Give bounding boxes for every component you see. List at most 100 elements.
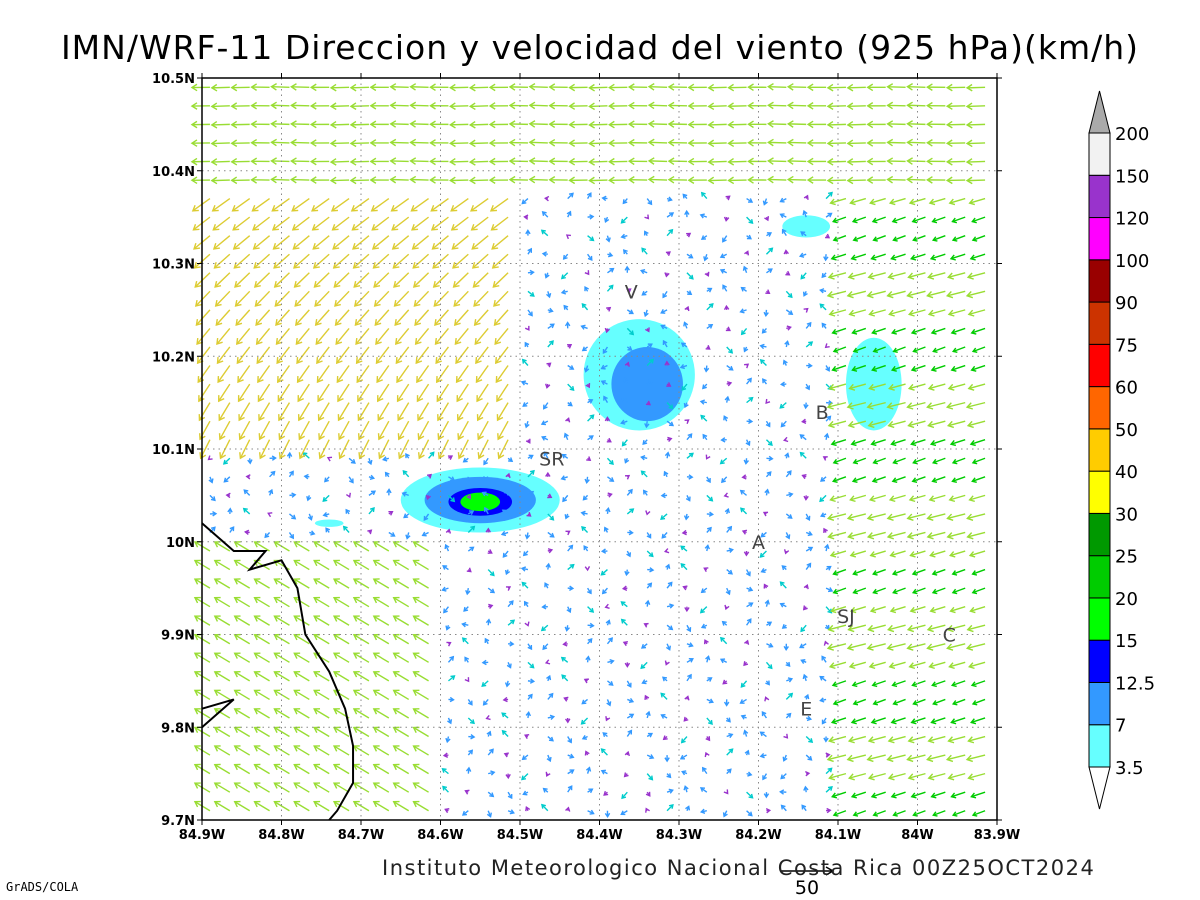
wind-vector — [309, 139, 330, 147]
wind-vector — [481, 491, 489, 497]
wind-vector — [210, 102, 230, 111]
wind-vector — [667, 175, 687, 184]
wind-vector — [910, 253, 926, 261]
wind-vector — [369, 120, 389, 129]
wind-vector — [910, 717, 926, 725]
wind-vector — [785, 661, 791, 667]
wind-vector — [700, 191, 708, 200]
wind-vector — [562, 494, 569, 503]
lon-tick-label: 84.1W — [815, 828, 861, 843]
wind-vector — [216, 346, 231, 365]
wind-vector — [250, 83, 270, 91]
wind-vector — [543, 451, 549, 459]
wind-vector — [583, 545, 589, 552]
coastline — [201, 522, 355, 821]
wind-vector — [544, 272, 550, 279]
wind-vector — [547, 548, 554, 554]
wind-vector — [394, 327, 410, 346]
wind-vector — [851, 216, 867, 224]
wind-vector — [739, 698, 747, 704]
wind-vector — [568, 176, 588, 185]
wind-vector — [464, 789, 470, 795]
wind-vector — [832, 810, 847, 817]
wind-vector — [488, 157, 509, 166]
wind-vector — [706, 717, 713, 725]
wind-vector — [946, 624, 966, 633]
wind-vector — [233, 745, 251, 756]
wind-vector — [926, 83, 946, 91]
wind-vector — [542, 643, 549, 651]
wind-vector — [906, 175, 926, 184]
wind-vector — [620, 233, 628, 240]
wind-vector — [702, 383, 708, 390]
colorbar-label: 50 — [1115, 420, 1138, 441]
wind-vector — [527, 469, 535, 478]
wind-vector — [927, 309, 946, 317]
wind-vector — [541, 803, 549, 812]
wind-vector — [666, 212, 675, 218]
wind-vector — [524, 420, 530, 429]
wind-vector — [257, 383, 271, 403]
wind-vector — [336, 365, 350, 384]
wind-vector — [273, 578, 290, 589]
wind-vector — [586, 192, 592, 199]
wind-vector — [826, 139, 846, 148]
wind-vector — [329, 102, 350, 111]
wind-vector — [826, 290, 847, 299]
wind-vector — [910, 364, 926, 372]
wind-vector — [646, 532, 652, 539]
wind-vector — [563, 696, 569, 702]
wind-vector — [703, 365, 710, 373]
wind-vector — [931, 235, 946, 242]
wind-vector — [825, 752, 831, 758]
wind-vector — [245, 474, 251, 480]
wind-vector — [367, 529, 373, 535]
wind-vector — [488, 102, 509, 110]
wind-vector — [412, 763, 429, 775]
wind-vector — [764, 599, 770, 607]
shaded-region-8 — [314, 519, 344, 527]
wind-vector — [951, 346, 966, 354]
wind-vector — [528, 83, 548, 91]
wind-vector — [847, 772, 867, 781]
wind-vector — [871, 364, 886, 372]
wind-vector — [566, 606, 572, 614]
wind-vector — [779, 197, 787, 203]
wind-vector — [496, 402, 509, 422]
wind-vector — [275, 327, 290, 346]
wind-vector — [600, 569, 608, 576]
wind-vector — [739, 507, 748, 515]
wind-vector — [423, 513, 430, 521]
wind-vector — [825, 415, 832, 422]
wind-vector — [309, 530, 316, 536]
wind-vector — [661, 532, 668, 539]
wind-vector — [852, 810, 867, 817]
colorbar-swatch — [1088, 174, 1111, 219]
wind-vector — [412, 615, 429, 626]
wind-vector — [369, 83, 389, 92]
wind-vector — [213, 596, 231, 608]
wind-vector — [316, 365, 330, 384]
wind-vector — [947, 772, 966, 781]
wind-vector — [744, 749, 750, 756]
wind-vector — [580, 717, 589, 725]
wind-vector — [821, 272, 827, 279]
wind-vector — [505, 773, 511, 780]
wind-vector — [745, 569, 751, 577]
wind-vector — [524, 621, 530, 627]
wind-vector — [502, 696, 509, 703]
wind-vector — [906, 624, 926, 633]
wind-vector — [412, 272, 430, 288]
wind-vector — [417, 402, 430, 422]
wind-vector — [723, 415, 729, 422]
wind-vector — [683, 321, 689, 329]
wind-vector — [800, 272, 807, 280]
wind-vector — [394, 309, 410, 326]
wind-vector — [434, 309, 449, 326]
wind-vector — [253, 745, 270, 756]
wind-vector — [727, 139, 747, 148]
lon-tick-label: 83.9W — [974, 828, 1020, 843]
wind-vector — [886, 754, 906, 763]
wind-vector — [222, 457, 231, 465]
